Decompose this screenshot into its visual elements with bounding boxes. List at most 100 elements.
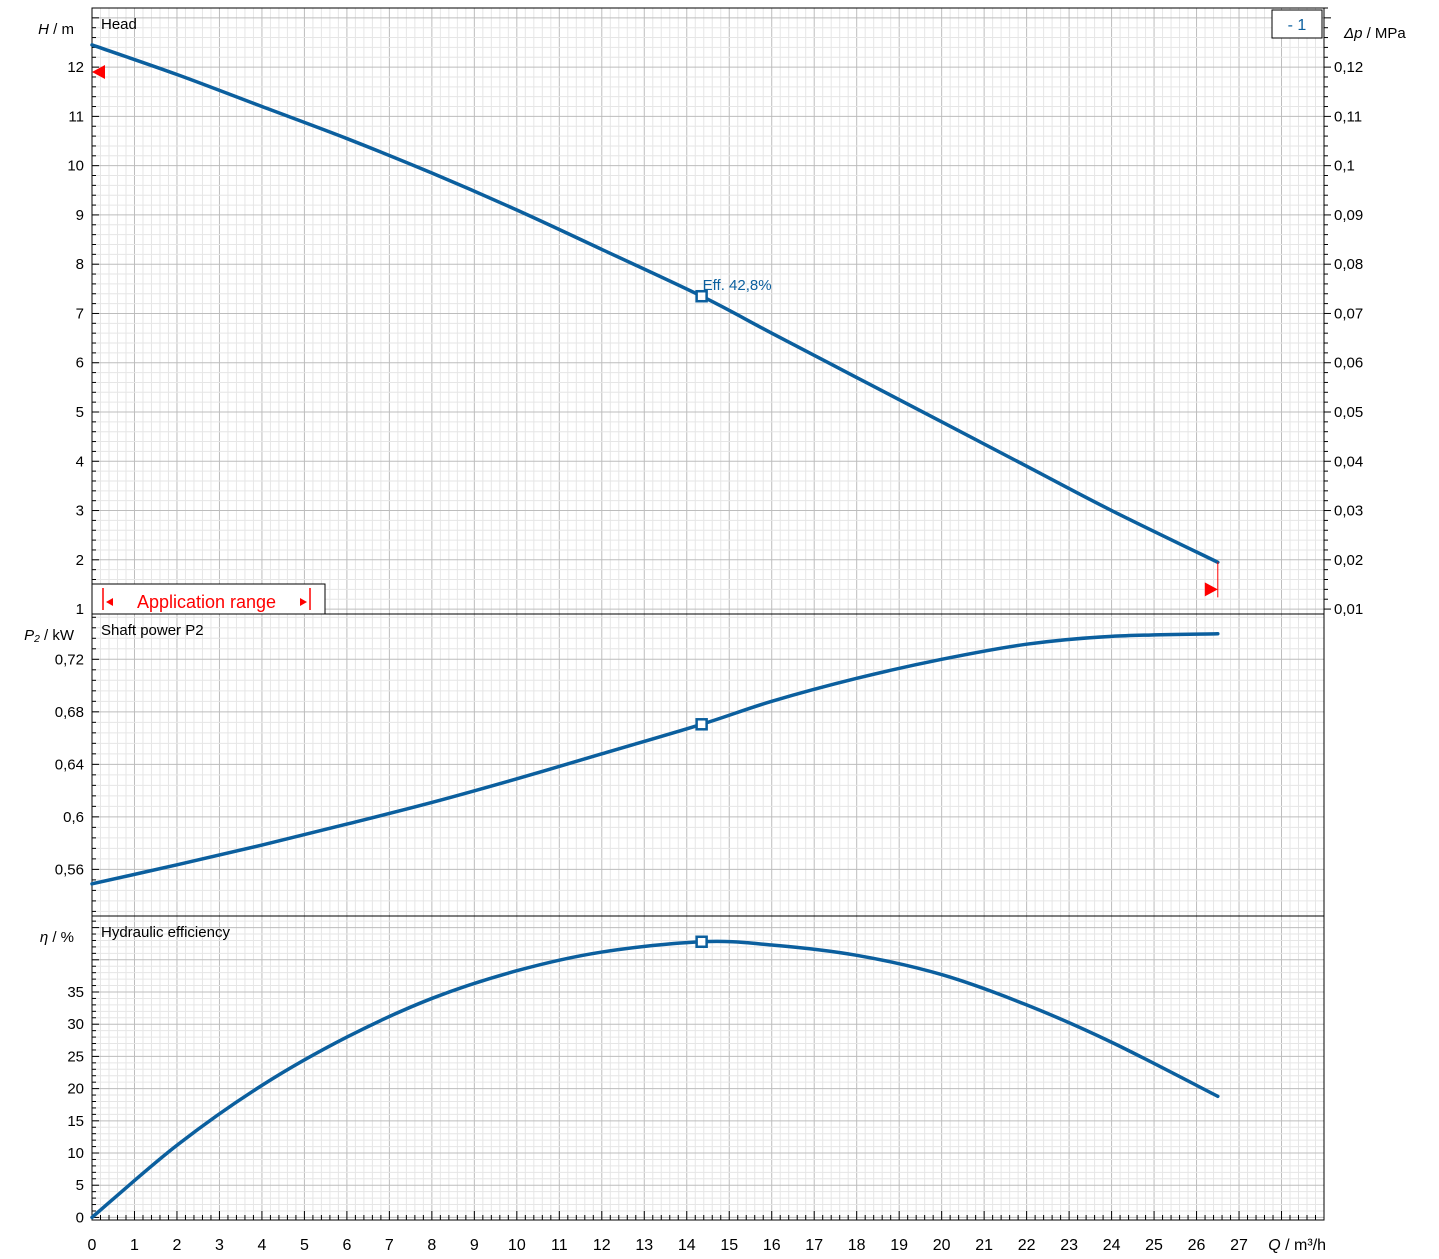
y-tick-label: 12 (67, 59, 84, 76)
curve-badge-box (1271, 9, 1323, 39)
operating-point-marker (695, 718, 708, 731)
y-axis-unit: / % (48, 929, 74, 946)
y2-axis-symbol: Δp (1343, 25, 1362, 42)
operating-point-marker (695, 289, 708, 303)
y-tick-label: 0,72 (55, 651, 84, 668)
y-tick-label: 3 (76, 503, 84, 520)
y-axis-label: H / m (38, 21, 74, 38)
x-tick-label: 26 (1188, 1237, 1206, 1254)
x-tick-label: 6 (342, 1237, 351, 1254)
operating-point-label: Eff. 42,8% (703, 277, 772, 294)
y-axis-unit: / m (49, 21, 74, 38)
y-tick-label: 5 (76, 404, 84, 421)
panel-title: Head (101, 16, 137, 33)
x-tick-label: 13 (635, 1237, 653, 1254)
y-tick-label: 20 (67, 1081, 84, 1098)
y-tick-label: 1 (76, 601, 84, 618)
y-tick-label: 0 (76, 1209, 84, 1226)
y2-tick-label: 0,01 (1334, 601, 1363, 618)
y-axis-label: η / % (40, 929, 74, 946)
x-tick-label: 14 (678, 1237, 696, 1254)
y2-tick-label: 0,09 (1334, 207, 1363, 224)
x-tick-label: 8 (427, 1237, 436, 1254)
y-tick-label: 10 (67, 1145, 84, 1162)
x-tick-label: 27 (1230, 1237, 1248, 1254)
y2-tick-label: 0,02 (1334, 552, 1363, 569)
panel-title: Hydraulic efficiency (101, 924, 230, 941)
y-tick-label: 30 (67, 1016, 84, 1033)
series-line (90, 631, 1220, 886)
y-tick-label: 9 (76, 207, 84, 224)
y-tick-label: 15 (67, 1113, 84, 1130)
x-axis-symbol: Q (1268, 1237, 1280, 1254)
y-tick-label: 7 (76, 305, 84, 322)
y-tick-label: 8 (76, 256, 84, 273)
y-tick-label: 4 (76, 453, 84, 470)
frame-layer (91, 7, 1325, 1221)
x-tick-label: 2 (173, 1237, 182, 1254)
x-tick-label: 10 (508, 1237, 526, 1254)
curve-badge: - 1 (1288, 17, 1307, 34)
x-tick-label: 23 (1060, 1237, 1078, 1254)
x-tick-label: 24 (1103, 1237, 1121, 1254)
x-tick-label: 25 (1145, 1237, 1163, 1254)
x-tick-label: 3 (215, 1237, 224, 1254)
y-axis-symbol: H (38, 21, 49, 38)
y2-tick-label: 0,04 (1334, 453, 1363, 470)
x-tick-label: 12 (593, 1237, 611, 1254)
y2-tick-label: 0,08 (1334, 256, 1363, 273)
x-tick-label: 21 (975, 1237, 993, 1254)
grid-layer (91, 7, 1325, 1220)
x-tick-label: 17 (805, 1237, 823, 1254)
max-flow-marker (1204, 582, 1218, 597)
x-tick-label: 11 (551, 1237, 568, 1254)
y-axis-unit: / kW (40, 627, 75, 644)
operating-point-marker (695, 935, 708, 949)
y-tick-label: 2 (76, 552, 84, 569)
y-tick-label: 5 (76, 1177, 84, 1194)
tick-layer (91, 7, 1331, 1220)
y2-tick-label: 0,05 (1334, 404, 1363, 421)
x-tick-label: 18 (848, 1237, 866, 1254)
application-range-label: Application range (137, 592, 276, 612)
panel-frame (91, 915, 1325, 1221)
x-tick-label: 7 (385, 1237, 394, 1254)
x-tick-label: 0 (88, 1237, 97, 1254)
y-tick-label: 0,6 (63, 809, 84, 826)
y-axis-label: P₂ / kW (24, 627, 75, 644)
x-tick-label: 22 (1018, 1237, 1036, 1254)
x-tick-label: 19 (890, 1237, 908, 1254)
application-range-box (91, 583, 326, 615)
series-line (90, 43, 1220, 565)
x-tick-label: 15 (720, 1237, 738, 1254)
y2-axis-label: Δp / MPa (1343, 25, 1406, 42)
min-flow-marker (92, 65, 105, 80)
x-tick-label: 16 (763, 1237, 781, 1254)
y-tick-label: 0,56 (55, 861, 84, 878)
x-axis-unit: / m³/h (1281, 1237, 1326, 1254)
y2-tick-label: 0,1 (1334, 158, 1355, 175)
application-range-left-arrow (106, 598, 113, 606)
y-tick-label: 10 (67, 158, 84, 175)
x-tick-label: 4 (257, 1237, 266, 1254)
y2-tick-label: 0,11 (1334, 108, 1362, 125)
x-tick-label: 5 (300, 1237, 309, 1254)
y-axis-symbol: η (40, 929, 48, 946)
y-tick-label: 25 (67, 1048, 84, 1065)
panel-title: Shaft power P2 (101, 622, 204, 639)
y-axis-symbol: P₂ (24, 627, 40, 644)
x-tick-label: 20 (933, 1237, 951, 1254)
y2-tick-label: 0,07 (1334, 305, 1363, 322)
y-tick-label: 0,64 (55, 756, 84, 773)
curve-layer (90, 43, 1220, 1220)
x-tick-label: 1 (130, 1237, 139, 1254)
y-tick-label: 6 (76, 355, 84, 372)
y2-tick-label: 0,06 (1334, 355, 1363, 372)
y-tick-label: 11 (68, 108, 84, 125)
series-line (90, 939, 1220, 1220)
x-axis-label: Q / m³/h (1268, 1237, 1326, 1254)
y-tick-label: 35 (67, 984, 84, 1001)
y2-tick-label: 0,12 (1334, 59, 1363, 76)
